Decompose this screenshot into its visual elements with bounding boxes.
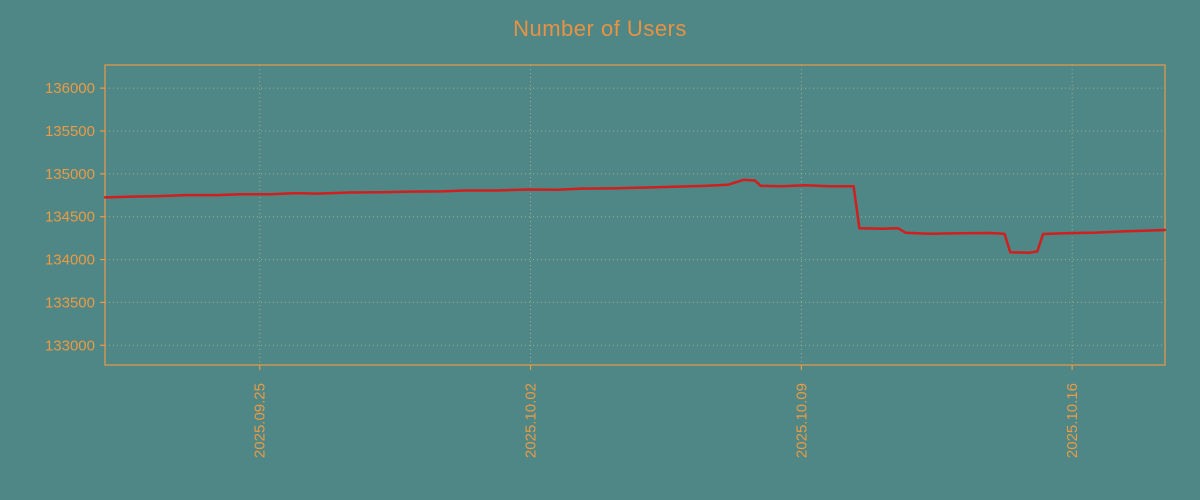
y-tick-label: 133500	[45, 294, 95, 311]
data-line	[103, 178, 1167, 254]
plot-border	[104, 64, 1166, 366]
y-tick-label: 135500	[45, 123, 95, 140]
y-tick-label: 134500	[45, 209, 95, 226]
y-tick-label: 133000	[45, 337, 95, 354]
x-tick-label: 2025.10.02	[523, 383, 540, 458]
y-tick-label: 136000	[45, 80, 95, 97]
x-tick-label: 2025.10.09	[793, 383, 810, 458]
chart-title: Number of Users	[513, 16, 687, 41]
y-tick-label: 134000	[45, 252, 95, 269]
x-tick-label: 2025.10.16	[1064, 383, 1081, 458]
y-tick-label: 135000	[45, 166, 95, 183]
x-tick-label: 2025.09.25	[252, 383, 269, 458]
